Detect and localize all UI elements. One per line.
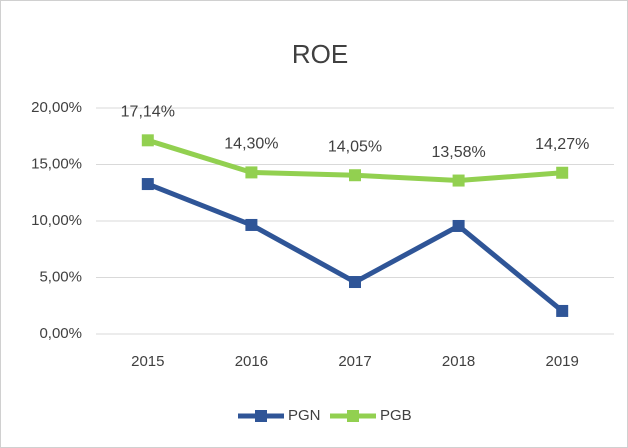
y-tick-label: 15,00%	[31, 155, 82, 172]
data-label: 14,30%	[224, 136, 278, 153]
x-tick-label: 2017	[338, 353, 371, 370]
point-marker	[245, 166, 258, 179]
x-tick-label: 2018	[442, 353, 475, 370]
point-marker	[452, 219, 465, 232]
x-tick-label: 2016	[235, 353, 268, 370]
point-marker	[141, 178, 154, 191]
x-tick-label: 2015	[131, 353, 164, 370]
y-tick-label: 5,00%	[39, 268, 82, 285]
y-tick-label: 10,00%	[31, 212, 82, 229]
point-marker	[349, 276, 361, 289]
data-label: 14,27%	[535, 136, 589, 153]
legend-label: PGN	[288, 407, 321, 424]
x-tick-label: 2019	[546, 353, 579, 370]
legend-marker	[347, 410, 359, 422]
legend-marker	[255, 410, 267, 422]
point-marker	[452, 174, 465, 187]
chart-title: ROE	[292, 39, 348, 69]
point-marker	[556, 166, 569, 179]
y-tick-label: 0,00%	[39, 325, 82, 342]
data-label: 13,58%	[431, 144, 485, 161]
data-label: 17,14%	[121, 104, 175, 121]
point-marker	[349, 169, 361, 182]
point-marker	[556, 304, 569, 317]
data-label: 14,05%	[328, 138, 382, 155]
point-marker	[245, 218, 258, 231]
legend-label: PGB	[380, 407, 412, 424]
point-marker	[141, 134, 154, 147]
y-tick-label: 20,00%	[31, 99, 82, 116]
